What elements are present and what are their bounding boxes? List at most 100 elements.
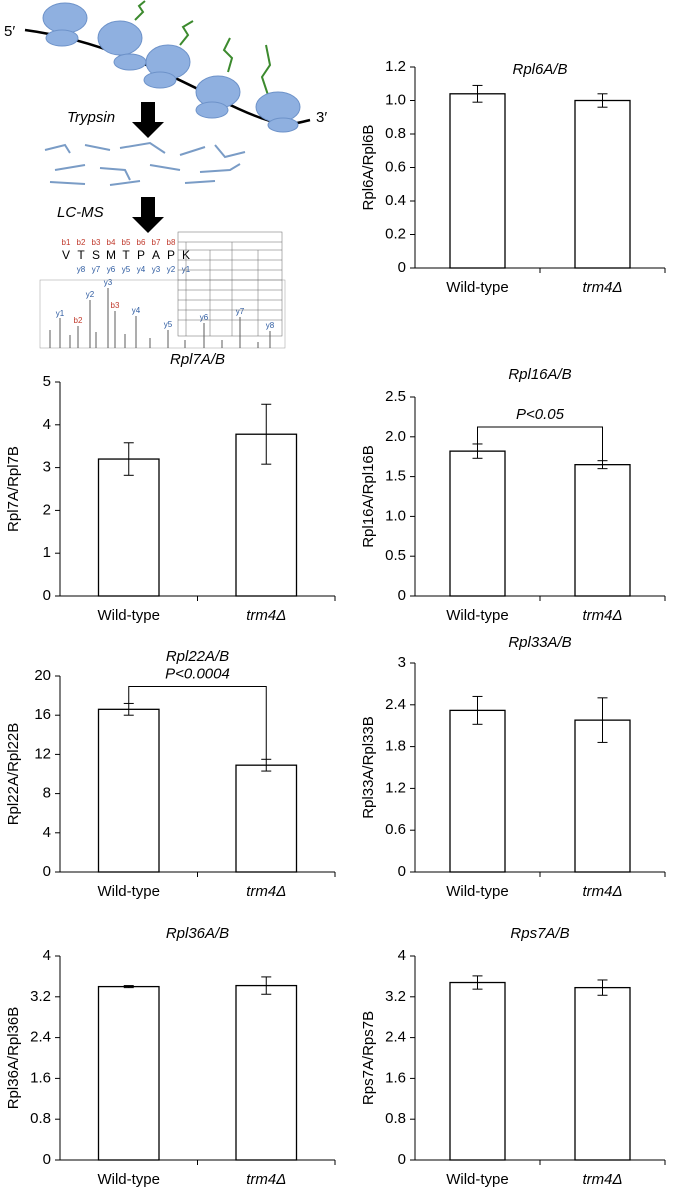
residue: T	[77, 248, 85, 262]
significance-bracket	[128, 685, 267, 760]
y-tick-label: 16	[34, 706, 51, 723]
b-ion: b5	[122, 238, 131, 247]
error-bar	[597, 979, 608, 996]
y-tick-label: 4	[43, 824, 51, 841]
residue: P	[167, 248, 175, 262]
bar	[235, 984, 298, 1161]
y-tick-label: 1.0	[385, 91, 406, 108]
y-tick-label: 1.5	[385, 468, 406, 485]
ribosome	[45, 29, 79, 47]
y-tick-label: 0.6	[385, 821, 406, 838]
x-tick-label: Wild-type	[446, 883, 509, 900]
error-bar	[261, 976, 272, 995]
bar	[449, 450, 506, 597]
y-axis-label: Rpl7A/Rpl7B	[5, 446, 22, 532]
y-axis-label: Rpl36A/Rpl36B	[5, 1007, 22, 1110]
b-ion: b6	[137, 238, 146, 247]
bar	[449, 709, 506, 873]
bar	[97, 985, 160, 1161]
peak-label: b2	[74, 316, 83, 325]
y-ion: y3	[152, 265, 161, 274]
x-tick-label: trm4Δ	[582, 607, 622, 624]
y-tick-label: 1.2	[385, 779, 406, 796]
y-tick-label: 1.2	[385, 58, 406, 75]
chart-title: Rpl6A/B	[512, 61, 567, 78]
y-ion: y6	[107, 265, 116, 274]
peptide-chain	[222, 37, 234, 73]
annotation: P<0.0004	[165, 665, 230, 682]
significance-bracket	[477, 426, 603, 461]
x-tick-label: trm4Δ	[246, 883, 286, 900]
residue: T	[122, 248, 130, 262]
x-tick-label: Wild-type	[446, 1171, 509, 1188]
bar	[574, 99, 631, 269]
y-tick-label: 0	[398, 1151, 406, 1168]
peptide-chain	[179, 20, 194, 46]
y-tick-label: 8	[43, 785, 51, 802]
peak-label: y6	[200, 313, 209, 322]
x-tick-label: Wild-type	[446, 607, 509, 624]
peak-label: b3	[111, 301, 120, 310]
y-ion: y7	[92, 265, 101, 274]
y-tick-label: 0.8	[385, 1110, 406, 1127]
y-tick-label: 1.0	[385, 507, 406, 524]
y-tick-label: 0	[398, 259, 406, 276]
b-ion: b7	[152, 238, 161, 247]
y-tick-label: 0	[398, 587, 406, 604]
x-tick-label: trm4Δ	[246, 607, 286, 624]
y-ion: y5	[122, 265, 131, 274]
y-axis-label: Rpl6A/Rpl6B	[360, 125, 377, 211]
y-tick-label: 3	[43, 459, 51, 476]
y-tick-label: 12	[34, 745, 51, 762]
y-axis-label: Rpl33A/Rpl33B	[360, 716, 377, 819]
ribosome	[143, 71, 177, 89]
bar	[449, 93, 506, 269]
y-tick-label: 2.4	[385, 696, 406, 713]
error-bar	[123, 985, 134, 989]
residue: A	[152, 248, 160, 262]
residue: V	[62, 248, 70, 262]
x-tick-label: trm4Δ	[582, 883, 622, 900]
y-tick-label: 0	[43, 863, 51, 880]
peak-label: y4	[132, 306, 141, 315]
table	[177, 231, 283, 337]
y-tick-label: 0.8	[30, 1110, 51, 1127]
annotation: P<0.05	[516, 406, 565, 423]
y-ion: y2	[167, 265, 176, 274]
y-ion: y1	[182, 265, 191, 274]
ribosome	[97, 20, 143, 56]
peak-label: y1	[56, 309, 65, 318]
y-tick-label: 0.2	[385, 225, 406, 242]
peak-label: y2	[86, 290, 95, 299]
y-tick-label: 0	[43, 587, 51, 604]
x-tick-label: Wild-type	[97, 1171, 160, 1188]
y-tick-label: 2.4	[385, 1029, 406, 1046]
y-ion: y4	[137, 265, 146, 274]
y-tick-label: 0	[398, 863, 406, 880]
x-tick-label: Wild-type	[97, 607, 160, 624]
error-bar	[123, 442, 134, 476]
b-ion: b4	[107, 238, 116, 247]
ribosome	[195, 101, 229, 119]
y-tick-label: 1	[43, 544, 51, 561]
arrow	[132, 197, 164, 233]
y-ion: y8	[77, 265, 86, 274]
spectrum	[49, 288, 271, 348]
step-label: Trypsin	[67, 109, 115, 126]
error-bar	[597, 93, 608, 108]
y-tick-label: 5	[43, 373, 51, 390]
charts: Rpl6A/B Rpl6A/Rpl6B 0 0.2 0.4 0.6 0.8 1.0 1.2 Wil…	[5, 58, 666, 1188]
b-ion: b1	[62, 238, 71, 247]
residue: S	[92, 248, 100, 262]
error-bar	[472, 975, 483, 990]
peak-label: y8	[266, 321, 275, 330]
error-bar	[472, 695, 483, 725]
peak-label: y3	[104, 278, 113, 287]
x-tick-label: trm4Δ	[246, 1171, 286, 1188]
y-tick-label: 0.8	[385, 125, 406, 142]
three-prime: 3′	[316, 109, 327, 126]
error-bar	[472, 84, 483, 103]
y-tick-label: 4	[43, 416, 51, 433]
chart-title: Rpl22A/B	[166, 648, 229, 665]
